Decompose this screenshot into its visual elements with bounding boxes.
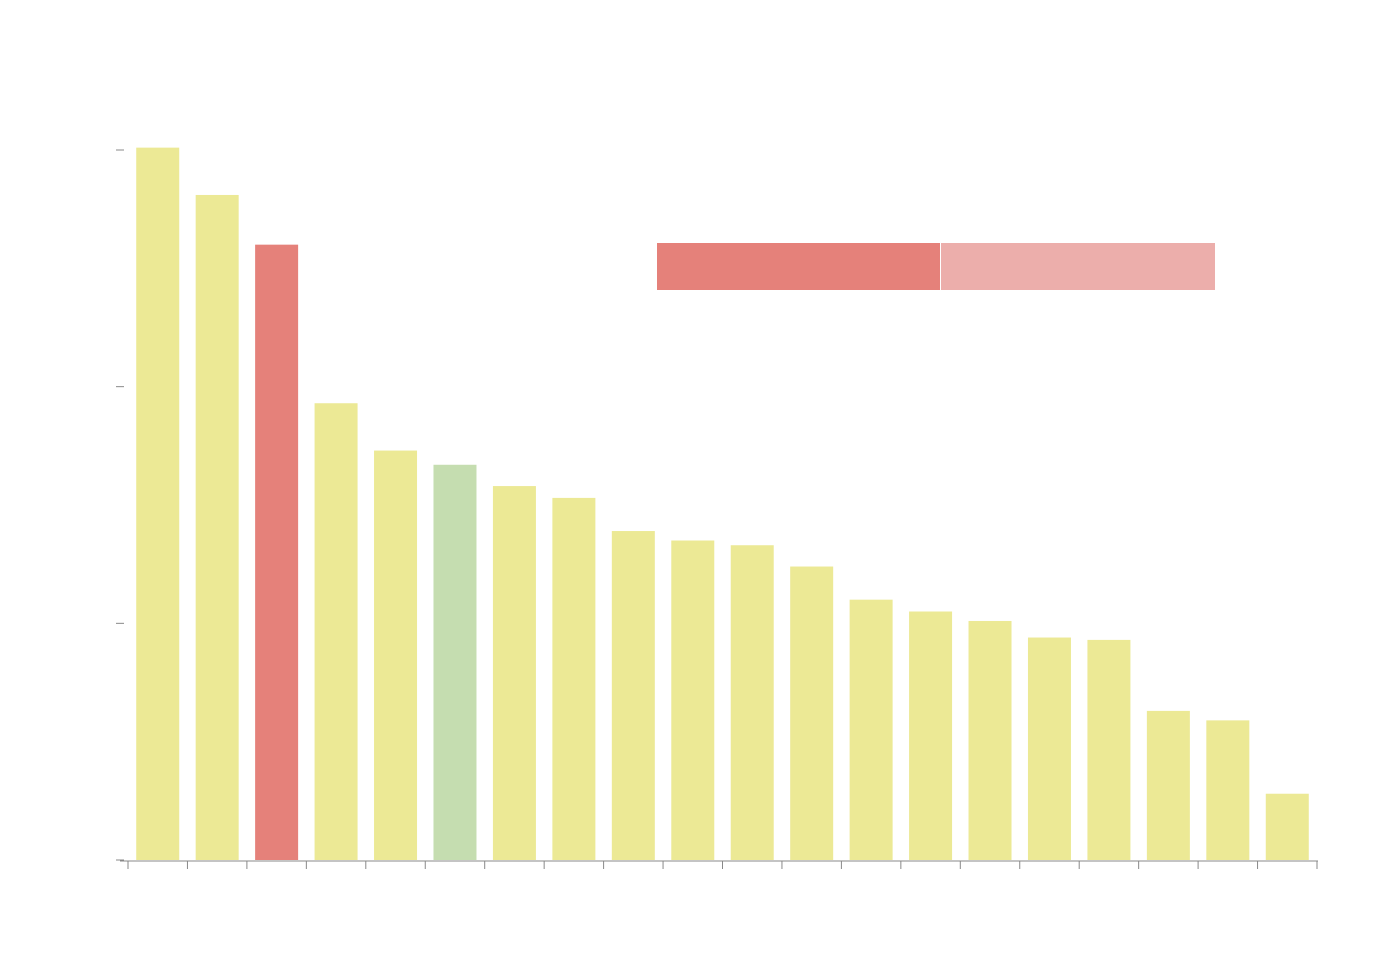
- bar: [790, 566, 834, 860]
- bar: [1146, 710, 1190, 860]
- bar: [611, 531, 655, 860]
- bar: [1087, 639, 1131, 860]
- bar: [1027, 637, 1071, 860]
- bar: [374, 450, 418, 860]
- bar: [1206, 720, 1250, 860]
- bar: [849, 599, 893, 860]
- bar: [255, 244, 299, 860]
- legend-swatch: [657, 243, 940, 290]
- bar: [195, 194, 239, 860]
- legend-swatch: [941, 243, 1215, 290]
- bar: [909, 611, 953, 860]
- bar: [552, 497, 596, 860]
- bar: [136, 147, 180, 861]
- bar: [492, 486, 536, 860]
- bar: [314, 403, 358, 860]
- bar: [730, 545, 774, 860]
- bar: [1265, 793, 1309, 860]
- bar: [968, 620, 1012, 860]
- bar: [671, 540, 715, 860]
- bar: [433, 464, 477, 860]
